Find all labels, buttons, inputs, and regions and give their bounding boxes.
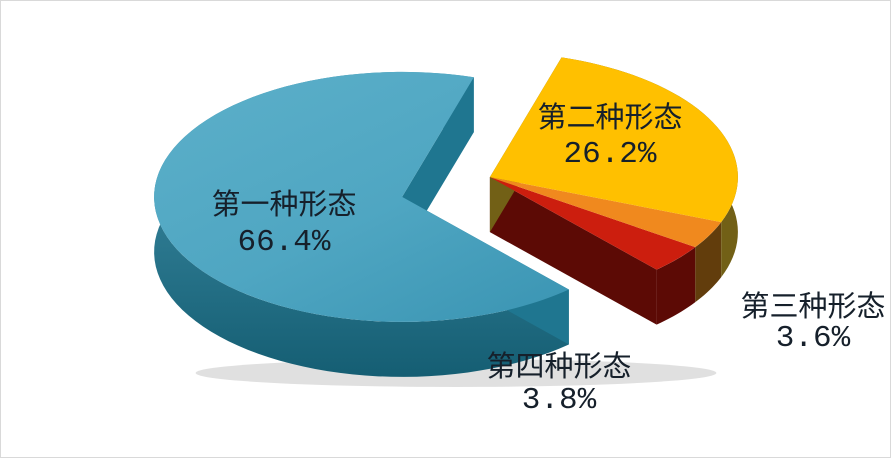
svg-text:第二种形态: 第二种形态	[537, 101, 682, 134]
svg-text:66.4%: 66.4%	[237, 225, 330, 260]
svg-text:3.6%: 3.6%	[776, 321, 851, 356]
svg-text:3.8%: 3.8%	[522, 383, 597, 418]
svg-text:26.2%: 26.2%	[563, 137, 656, 172]
svg-text:第一种形态: 第一种形态	[211, 188, 356, 221]
svg-text:第四种形态: 第四种形态	[486, 350, 631, 383]
svg-text:第三种形态: 第三种形态	[740, 290, 885, 323]
